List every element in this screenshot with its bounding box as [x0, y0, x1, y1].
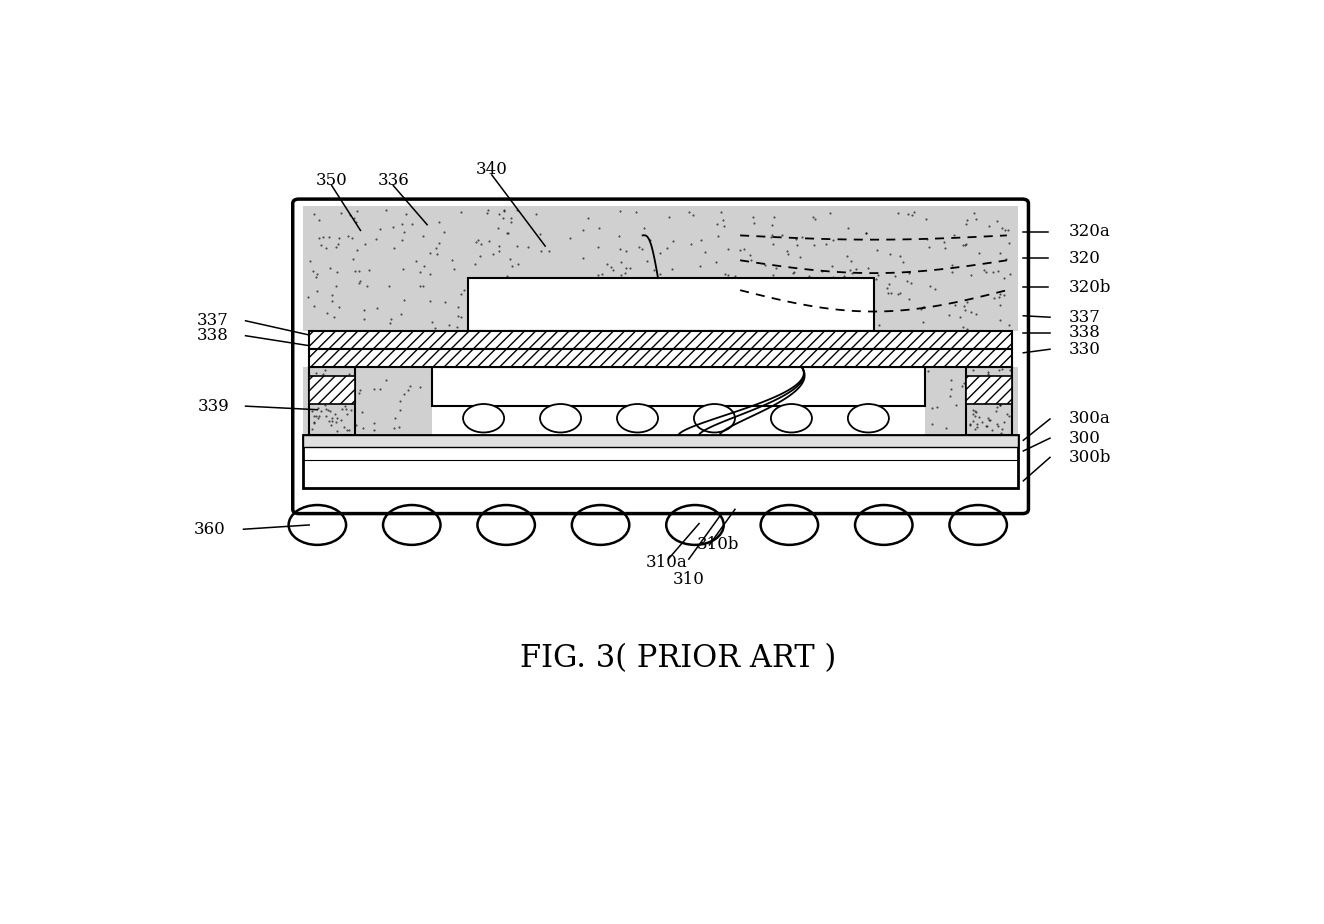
Circle shape: [855, 505, 912, 545]
Bar: [469, 278, 874, 332]
Text: 320a: 320a: [1068, 224, 1111, 240]
Circle shape: [478, 505, 535, 545]
FancyBboxPatch shape: [291, 198, 1030, 515]
Circle shape: [949, 505, 1008, 545]
Bar: [967, 367, 1012, 434]
Text: 350: 350: [316, 172, 348, 189]
Bar: [308, 332, 1012, 349]
Circle shape: [383, 505, 441, 545]
Text: 336: 336: [377, 172, 409, 189]
Bar: [303, 434, 1018, 488]
Circle shape: [760, 505, 818, 545]
Bar: [308, 367, 355, 434]
Text: 310a: 310a: [645, 554, 687, 571]
Circle shape: [666, 505, 724, 545]
Text: FIG. 3( PRIOR ART ): FIG. 3( PRIOR ART ): [520, 643, 837, 675]
Text: 338: 338: [197, 327, 229, 345]
Bar: [303, 434, 1018, 447]
Text: 320: 320: [1068, 249, 1100, 267]
Text: 310b: 310b: [696, 537, 739, 553]
Text: 310: 310: [673, 570, 704, 588]
Text: 360: 360: [193, 521, 225, 538]
Text: 300: 300: [1068, 430, 1100, 446]
Text: 339: 339: [197, 397, 229, 415]
Text: 300b: 300b: [1068, 449, 1111, 466]
Text: 337: 337: [197, 312, 229, 329]
Bar: [433, 407, 924, 431]
Bar: [303, 367, 433, 434]
Bar: [303, 206, 1018, 332]
Bar: [967, 375, 1012, 404]
Circle shape: [694, 404, 735, 432]
Text: 330: 330: [1068, 341, 1100, 358]
Bar: [924, 367, 1018, 434]
Text: 340: 340: [475, 161, 507, 177]
Circle shape: [540, 404, 581, 432]
Bar: [433, 367, 924, 407]
Text: 337: 337: [1068, 309, 1100, 325]
Text: 320b: 320b: [1068, 279, 1111, 296]
Bar: [308, 349, 1012, 367]
Text: 338: 338: [1068, 324, 1100, 341]
Bar: [308, 375, 355, 404]
Circle shape: [617, 404, 658, 432]
Text: 300a: 300a: [1068, 410, 1111, 428]
Circle shape: [771, 404, 812, 432]
Circle shape: [289, 505, 346, 545]
Circle shape: [572, 505, 629, 545]
Circle shape: [463, 404, 504, 432]
Circle shape: [847, 404, 888, 432]
